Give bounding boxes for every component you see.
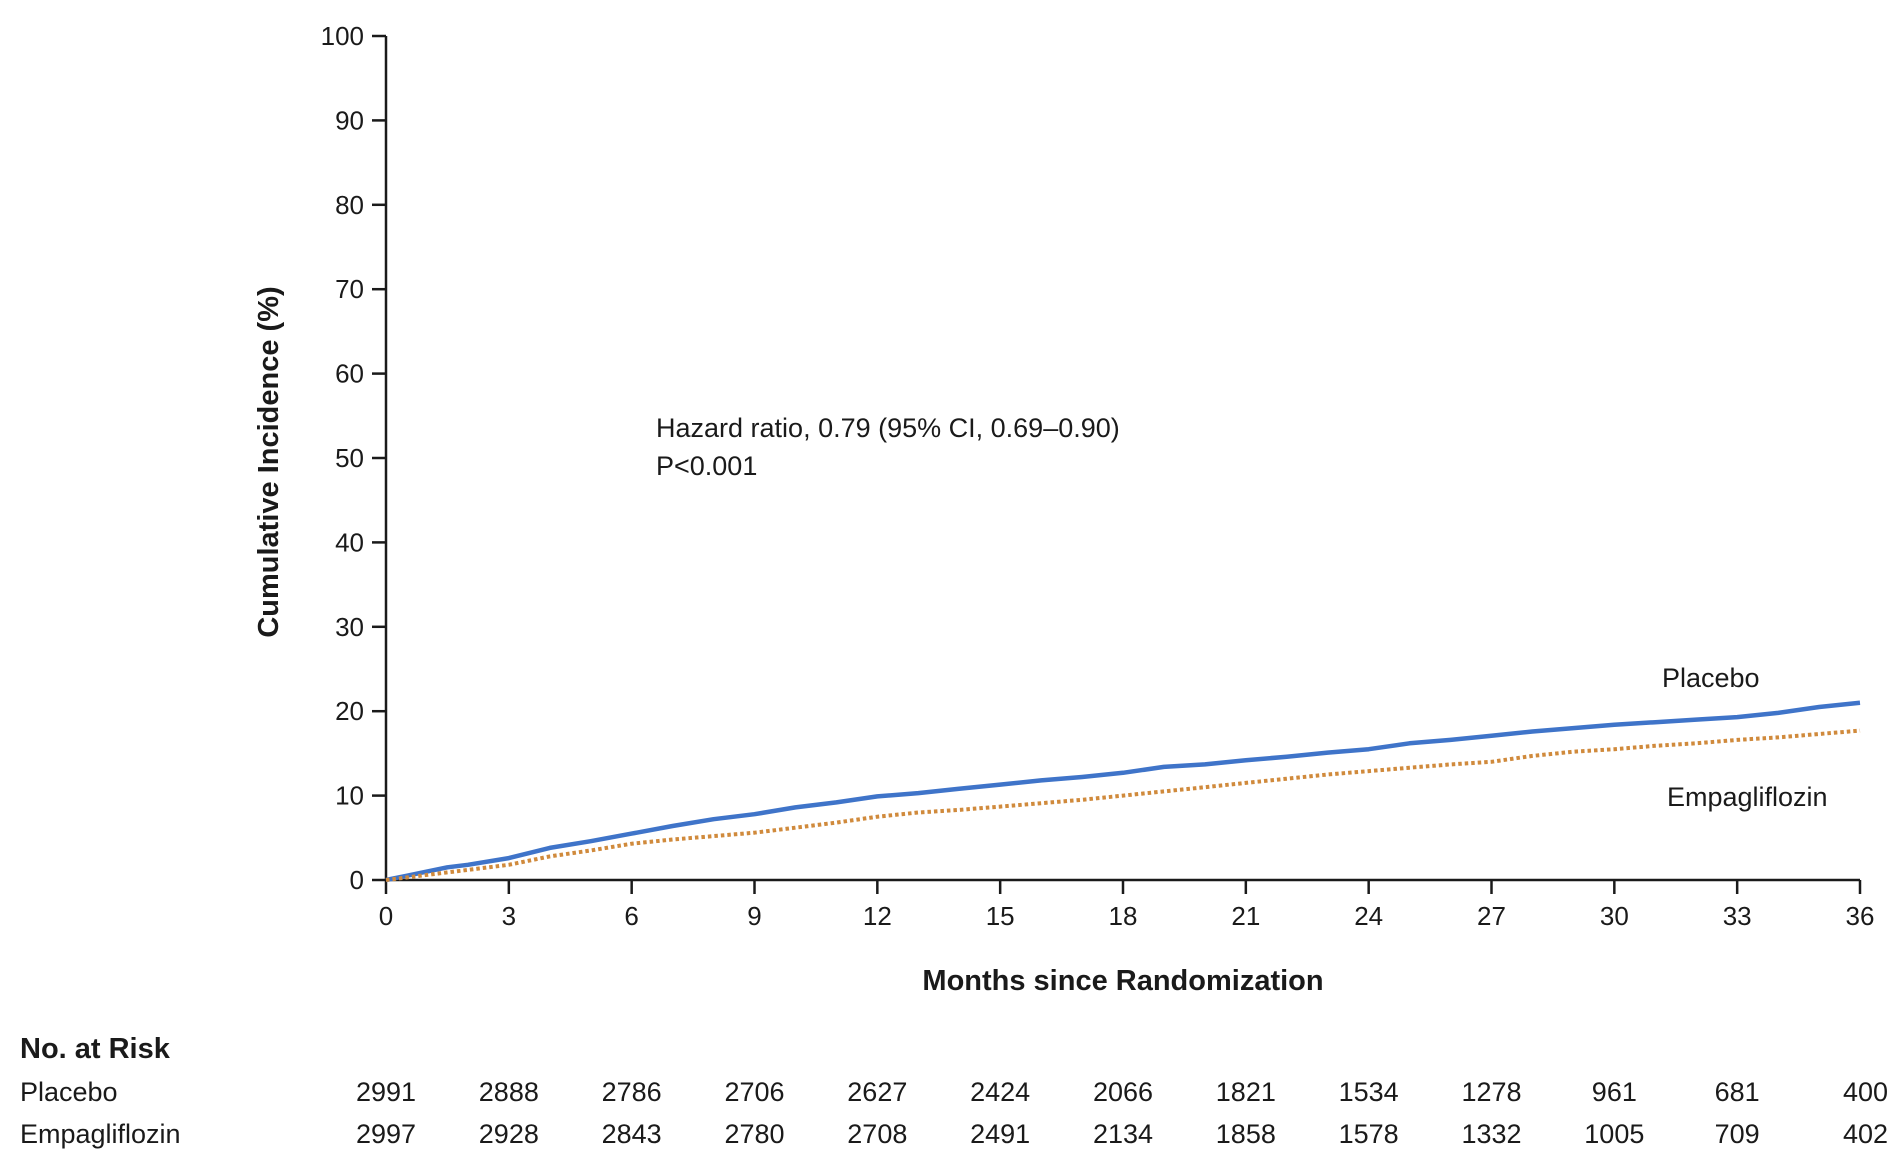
- hazard-ratio-annotation: Hazard ratio, 0.79 (95% CI, 0.69–0.90): [656, 413, 1120, 443]
- risk-value: 2843: [602, 1119, 662, 1149]
- risk-value: 1534: [1339, 1077, 1399, 1107]
- y-tick-label: 80: [335, 190, 364, 220]
- x-axis-title: Months since Randomization: [922, 965, 1323, 997]
- risk-value: 2627: [847, 1077, 907, 1107]
- x-tick-label: 30: [1600, 901, 1629, 931]
- risk-value: 2491: [970, 1119, 1030, 1149]
- y-tick-label: 90: [335, 105, 364, 135]
- x-axis: 0 3 6 9 12 15 18 21 24 27 30 33 36: [379, 878, 1875, 931]
- x-tick-label: 33: [1723, 901, 1752, 931]
- risk-value: 1578: [1339, 1119, 1399, 1149]
- series-label-empagliflozin: Empagliflozin: [1667, 782, 1828, 812]
- y-tick-label: 0: [350, 865, 364, 895]
- risk-value: 2134: [1093, 1119, 1153, 1149]
- series-line-empagliflozin: [385, 728, 1861, 882]
- y-tick-label: 20: [335, 696, 364, 726]
- risk-value: 1858: [1216, 1119, 1276, 1149]
- x-tick-label: 9: [747, 901, 761, 931]
- risk-value: 1005: [1584, 1119, 1644, 1149]
- x-tick-label: 24: [1354, 901, 1383, 931]
- risk-value: 1821: [1216, 1077, 1276, 1107]
- series-label-placebo: Placebo: [1662, 663, 1760, 693]
- y-tick-label: 40: [335, 527, 364, 557]
- risk-value: 2424: [970, 1077, 1030, 1107]
- x-tick-label: 27: [1477, 901, 1506, 931]
- risk-value: 2066: [1093, 1077, 1153, 1107]
- risk-row-label-empagliflozin: Empagliflozin: [20, 1119, 181, 1149]
- series-line-placebo: [385, 700, 1861, 883]
- x-tick-label: 0: [379, 901, 393, 931]
- risk-table-title: No. at Risk: [20, 1033, 171, 1065]
- risk-value: 2786: [602, 1077, 662, 1107]
- y-tick-label: 70: [335, 274, 364, 304]
- risk-value: 2706: [724, 1077, 784, 1107]
- p-value-annotation: P<0.001: [656, 451, 757, 481]
- y-tick-label: 10: [335, 781, 364, 811]
- risk-row-label-placebo: Placebo: [20, 1077, 118, 1107]
- y-axis: 0 10 20 30 40 50 60 70 80 90 100: [321, 21, 388, 895]
- x-tick-label: 6: [624, 901, 638, 931]
- x-tick-label: 36: [1846, 901, 1875, 931]
- risk-value: 961: [1592, 1077, 1637, 1107]
- risk-value: 2928: [479, 1119, 539, 1149]
- risk-value: 1278: [1461, 1077, 1521, 1107]
- x-tick-label: 12: [863, 901, 892, 931]
- risk-value: 2780: [724, 1119, 784, 1149]
- risk-value: 402: [1843, 1119, 1888, 1149]
- y-tick-label: 50: [335, 443, 364, 473]
- y-tick-label: 100: [321, 21, 364, 51]
- risk-value: 1332: [1461, 1119, 1521, 1149]
- risk-value: 2991: [356, 1077, 416, 1107]
- series-layer: [385, 700, 1861, 883]
- y-tick-label: 60: [335, 359, 364, 389]
- x-tick-label: 15: [986, 901, 1015, 931]
- x-tick-label: 21: [1231, 901, 1260, 931]
- risk-table-values: 2991 2888 2786 2706 2627 2424 2066 1821 1534 1278…: [356, 1077, 1888, 1149]
- risk-value: 2888: [479, 1077, 539, 1107]
- x-tick-label: 3: [502, 901, 516, 931]
- risk-value: 2997: [356, 1119, 416, 1149]
- x-tick-label: 18: [1109, 901, 1138, 931]
- y-axis-title: Cumulative Incidence (%): [253, 286, 285, 637]
- y-tick-label: 30: [335, 612, 364, 642]
- risk-value: 709: [1715, 1119, 1760, 1149]
- risk-value: 681: [1715, 1077, 1760, 1107]
- risk-value: 2708: [847, 1119, 907, 1149]
- risk-value: 400: [1843, 1077, 1888, 1107]
